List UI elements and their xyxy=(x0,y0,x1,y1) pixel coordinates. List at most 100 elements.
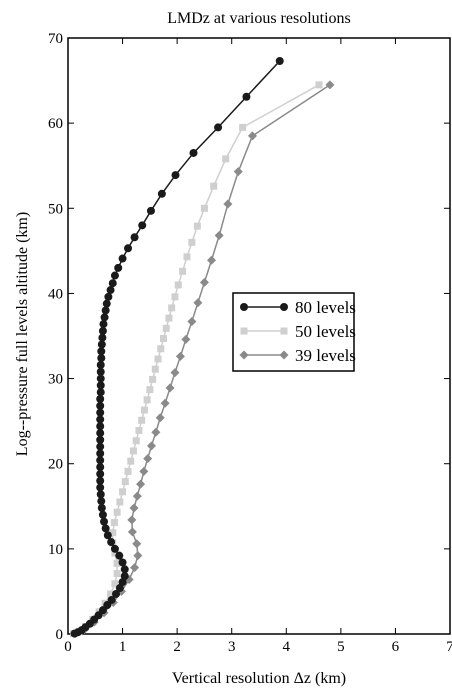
data-point-80-levels xyxy=(96,367,105,376)
data-point-80-levels xyxy=(103,531,112,540)
legend-marker-39-levels xyxy=(239,350,249,360)
series-layer xyxy=(69,56,335,639)
data-point-50-levels xyxy=(135,427,143,435)
data-point-50-levels xyxy=(119,488,127,496)
data-point-80-levels xyxy=(99,320,108,329)
data-point-39-levels xyxy=(214,231,224,241)
data-point-50-levels xyxy=(151,365,159,373)
data-point-80-levels xyxy=(118,254,127,263)
data-point-50-levels xyxy=(179,267,187,275)
data-point-50-levels xyxy=(154,355,162,363)
data-point-50-levels xyxy=(168,304,176,312)
data-point-39-levels xyxy=(146,441,156,451)
data-point-80-levels xyxy=(138,221,147,230)
data-point-80-levels xyxy=(146,206,155,215)
data-point-39-levels xyxy=(136,479,146,489)
data-point-50-levels xyxy=(113,559,121,567)
x-tick-label: 1 xyxy=(119,639,127,655)
data-point-80-levels xyxy=(97,497,106,506)
data-point-80-levels xyxy=(115,584,124,593)
data-point-80-levels xyxy=(96,456,105,465)
data-point-80-levels xyxy=(120,565,129,574)
data-point-50-levels xyxy=(111,549,119,557)
data-point-50-levels xyxy=(132,437,140,445)
data-point-80-levels xyxy=(114,263,123,272)
x-tick-label: 6 xyxy=(392,639,400,655)
data-point-50-levels xyxy=(116,498,124,506)
data-point-50-levels xyxy=(171,293,179,301)
data-point-39-levels xyxy=(133,551,143,561)
data-point-39-levels xyxy=(247,131,257,141)
data-point-50-levels xyxy=(193,222,201,230)
y-tick-label: 70 xyxy=(48,31,63,47)
data-point-80-levels xyxy=(100,313,109,322)
y-tick-label: 30 xyxy=(48,372,63,388)
series-80-levels xyxy=(70,56,284,638)
data-point-80-levels xyxy=(96,476,105,485)
data-point-80-levels xyxy=(157,189,166,198)
data-point-39-levels xyxy=(132,539,142,549)
data-point-80-levels xyxy=(107,538,116,547)
data-point-50-levels xyxy=(183,253,191,261)
data-point-39-levels xyxy=(151,427,161,437)
data-point-50-levels xyxy=(124,467,132,475)
data-point-80-levels xyxy=(96,401,105,410)
data-point-80-levels xyxy=(96,469,105,478)
data-point-39-levels xyxy=(132,491,142,501)
data-point-80-levels xyxy=(242,92,251,101)
data-point-39-levels xyxy=(193,298,203,308)
data-point-39-levels xyxy=(165,383,175,393)
data-point-39-levels xyxy=(139,466,149,476)
data-point-50-levels xyxy=(165,314,173,322)
data-point-50-levels xyxy=(107,590,115,598)
y-tick-label: 60 xyxy=(48,116,63,132)
data-point-80-levels xyxy=(97,503,106,512)
data-point-80-levels xyxy=(124,244,133,253)
data-point-50-levels xyxy=(113,570,121,578)
data-point-50-levels xyxy=(315,81,323,89)
y-tick-label: 10 xyxy=(48,542,63,558)
data-point-80-levels xyxy=(96,490,105,499)
data-point-80-levels xyxy=(96,429,105,438)
y-tick-label: 50 xyxy=(48,201,63,217)
data-point-39-levels xyxy=(233,167,243,177)
data-point-80-levels xyxy=(275,56,284,65)
data-point-80-levels xyxy=(96,449,105,458)
data-point-80-levels xyxy=(104,292,113,301)
y-tick-label: 0 xyxy=(56,627,64,643)
data-point-50-levels xyxy=(127,457,135,465)
data-point-39-levels xyxy=(207,255,217,265)
data-point-50-levels xyxy=(143,396,151,404)
data-point-80-levels xyxy=(96,483,105,492)
legend-label-50-levels: 50 levels xyxy=(295,322,356,341)
data-point-39-levels xyxy=(143,454,153,464)
x-tick-label: 4 xyxy=(283,639,291,655)
data-point-50-levels xyxy=(121,478,129,486)
x-tick-label: 2 xyxy=(173,639,181,655)
data-point-39-levels xyxy=(170,368,180,378)
series-line-39-levels xyxy=(74,84,331,635)
y-tick-label: 20 xyxy=(48,457,63,473)
data-point-80-levels xyxy=(171,171,180,180)
legend-label-39-levels: 39 levels xyxy=(295,346,356,365)
data-point-80-levels xyxy=(101,306,110,315)
x-tick-label: 7 xyxy=(446,639,452,655)
data-point-50-levels xyxy=(140,406,148,414)
data-point-50-levels xyxy=(160,335,167,343)
data-point-50-levels xyxy=(200,204,208,212)
data-point-80-levels xyxy=(96,360,105,369)
data-point-50-levels xyxy=(109,529,117,537)
data-point-50-levels xyxy=(110,518,118,526)
data-point-39-levels xyxy=(129,503,139,513)
data-point-50-levels xyxy=(111,580,119,588)
data-point-80-levels xyxy=(100,517,109,526)
data-point-50-levels xyxy=(149,375,157,383)
data-point-80-levels xyxy=(96,381,105,390)
data-point-50-levels xyxy=(129,447,137,455)
y-axis-label: Log--pressure full levels altitude (km) xyxy=(14,212,31,456)
legend-label-80-levels: 80 levels xyxy=(295,298,356,317)
data-point-80-levels xyxy=(115,551,124,560)
data-point-80-levels xyxy=(110,544,119,553)
data-point-80-levels xyxy=(96,442,105,451)
